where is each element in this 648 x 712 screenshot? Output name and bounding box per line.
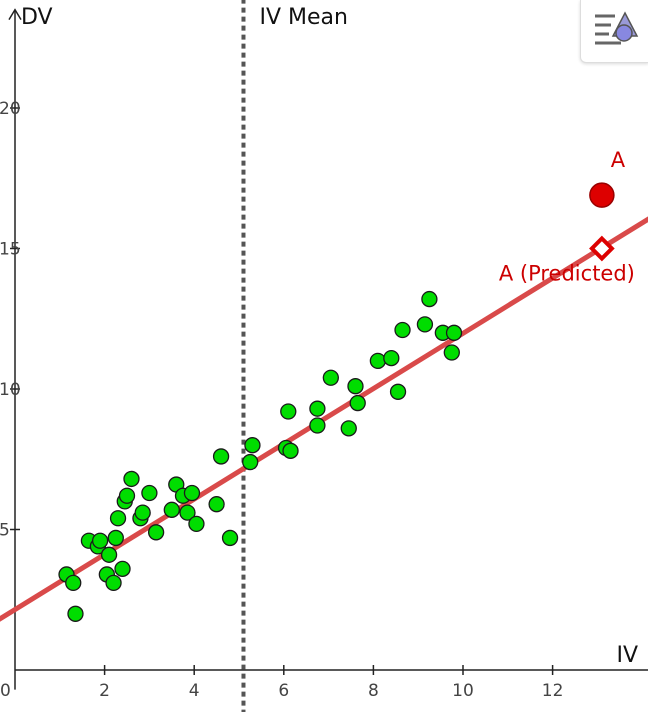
data-point[interactable] (421, 290, 438, 308)
data-point[interactable] (389, 383, 407, 400)
style-bar-button[interactable] (580, 0, 648, 63)
data-point[interactable] (221, 529, 239, 547)
data-point[interactable] (242, 453, 259, 471)
data-point[interactable] (141, 484, 158, 502)
data-point[interactable] (118, 487, 136, 504)
y-tick-label: 10 (0, 380, 21, 400)
data-point[interactable] (134, 504, 151, 521)
data-point[interactable] (183, 484, 201, 502)
data-point[interactable] (114, 560, 131, 577)
graphics-style-icon (595, 11, 639, 45)
data-point[interactable] (369, 352, 387, 370)
data-point[interactable] (208, 496, 225, 513)
data-point[interactable] (123, 470, 140, 488)
data-point[interactable] (282, 442, 299, 459)
data-point[interactable] (65, 574, 82, 592)
point-a-predicted[interactable] (589, 235, 615, 262)
x-tick-label: 12 (542, 681, 564, 701)
point-a-predicted-label: A (Predicted) (499, 262, 635, 286)
data-point[interactable] (244, 437, 261, 454)
data-point[interactable] (309, 400, 326, 417)
data-point[interactable] (109, 510, 127, 527)
data-point[interactable] (443, 344, 460, 361)
x-tick-label: 0 (0, 681, 11, 701)
data-point[interactable] (179, 504, 196, 521)
y-tick-label: 15 (0, 240, 21, 260)
x-tick-label: 6 (278, 681, 289, 701)
data-point[interactable] (67, 605, 84, 622)
data-point[interactable] (280, 403, 297, 420)
y-tick-label: 5 (0, 521, 10, 541)
data-point[interactable] (309, 417, 326, 434)
point-a[interactable] (589, 182, 615, 208)
data-point[interactable] (91, 532, 109, 549)
data-point[interactable] (349, 394, 366, 412)
x-axis-label: IV (616, 643, 638, 668)
data-point[interactable] (340, 420, 357, 437)
data-point[interactable] (188, 515, 205, 533)
data-point[interactable] (105, 574, 122, 592)
x-tick-label: 4 (189, 681, 200, 701)
x-tick-label: 8 (368, 681, 379, 701)
data-point[interactable] (147, 524, 165, 541)
data-point[interactable] (322, 369, 339, 386)
data-point[interactable] (445, 324, 463, 341)
y-axis-label: DV (21, 5, 53, 30)
iv-mean-label: IV Mean (259, 5, 347, 30)
data-point[interactable] (383, 349, 400, 367)
point-a-label: A (611, 148, 626, 172)
data-point[interactable] (107, 529, 124, 547)
x-tick-label: 10 (452, 681, 474, 701)
data-point[interactable] (394, 321, 411, 339)
x-tick-label: 2 (99, 681, 110, 701)
data-point[interactable] (212, 448, 230, 465)
data-point[interactable] (416, 316, 434, 333)
data-point[interactable] (347, 378, 364, 395)
data-point[interactable] (163, 501, 180, 518)
y-axis-arrow (8, 8, 22, 21)
data-point[interactable] (100, 546, 118, 563)
y-tick-label: 20 (0, 99, 21, 119)
